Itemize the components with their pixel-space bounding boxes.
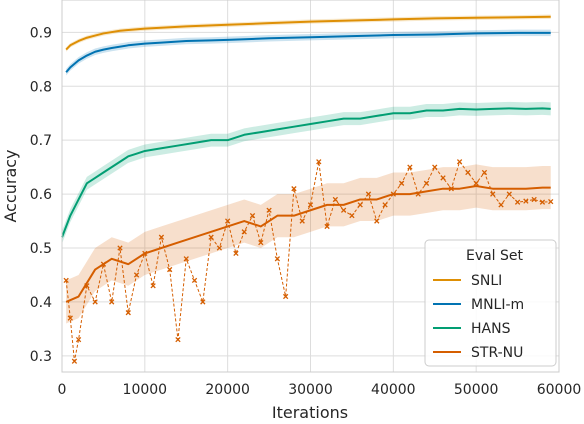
legend-label-snli: SNLI: [471, 273, 502, 289]
str-nu-per-eval-point-marker: [117, 245, 123, 251]
str-nu-per-eval-point-marker: [473, 180, 479, 186]
x-tick-label: 10000: [123, 382, 168, 398]
str-nu-per-eval-point-marker: [100, 261, 107, 267]
str-nu-per-eval-point-marker: [125, 310, 131, 316]
str-nu-per-eval-point-marker: [498, 202, 504, 208]
x-tick-labels: 0 10000 20000 30000 40000 50000 60000: [58, 382, 582, 398]
str-nu-per-eval-point-marker: [440, 175, 446, 181]
str-nu-per-eval-point-marker: [398, 180, 405, 186]
str-nu-per-eval-point-marker: [432, 164, 438, 170]
str-nu-per-eval-point-marker: [490, 191, 496, 197]
str-nu-per-eval-point-marker: [109, 299, 115, 305]
str-nu-per-eval-point-marker: [183, 256, 189, 262]
str-nu-per-eval-point-marker: [258, 239, 264, 246]
str-nu-per-eval-point-marker: [266, 207, 272, 213]
x-tick-label: 40000: [371, 382, 416, 398]
x-tick-label: 20000: [205, 382, 250, 398]
str-nu-per-eval-point-marker: [158, 234, 165, 240]
y-tick-label: 0.9: [30, 25, 52, 41]
str-nu-per-eval-point-marker: [150, 283, 156, 289]
str-nu-per-eval-point-marker: [167, 266, 173, 273]
x-tick-label: 60000: [537, 382, 582, 398]
str-nu-per-eval-point-marker: [92, 299, 98, 305]
str-nu-per-eval-point-marker: [84, 283, 90, 289]
str-nu-per-eval-point-marker: [340, 207, 347, 213]
legend-label-hans: HANS: [471, 321, 511, 337]
str-nu-per-eval-point-marker: [456, 159, 463, 165]
str-nu-per-eval-point-marker: [324, 223, 330, 230]
str-nu-per-eval-point-marker: [282, 293, 289, 300]
str-nu-per-eval-point-marker: [448, 186, 454, 192]
str-nu-per-eval-point-marker: [233, 250, 239, 257]
y-tick-label: 0.4: [30, 295, 52, 311]
y-tick-label: 0.6: [30, 187, 52, 203]
str-nu-per-eval-point-marker: [71, 358, 78, 364]
str-nu-per-eval-point-marker: [506, 191, 512, 197]
snli-line: [65, 15, 551, 51]
x-axis-label: Iterations: [272, 403, 348, 422]
str-nu-per-eval-point-marker: [291, 186, 297, 192]
str-nu-per-eval-point-marker: [208, 234, 214, 240]
series-markers: [63, 159, 554, 364]
str-nu-per-eval-point-marker: [539, 199, 546, 205]
x-tick-label: 30000: [288, 382, 333, 398]
x-tick-label: 0: [58, 382, 67, 398]
str-nu-per-eval-point-marker: [142, 250, 148, 257]
str-nu-per-eval-point-marker: [175, 336, 181, 343]
mnli-m-line: [65, 31, 551, 73]
str-nu-per-eval-point-marker: [191, 277, 198, 284]
str-nu-per-eval-point-marker: [357, 202, 363, 208]
hans-line: [61, 107, 551, 238]
str-nu-per-eval-point-marker: [316, 159, 322, 165]
str-nu-per-eval-point-marker: [548, 198, 554, 205]
str-nu-per-eval-point-marker: [299, 218, 305, 224]
legend-box: [424, 239, 557, 367]
str-nu-per-eval-point-marker: [465, 169, 471, 176]
legend-label-mnli-m: MNLI-m: [471, 297, 524, 313]
y-tick-labels: 0.3 0.4 0.5 0.6 0.7 0.8 0.9: [30, 25, 52, 364]
str-nu-per-eval-point-marker: [133, 272, 140, 278]
str-nu-confidence-band: [66, 164, 551, 324]
y-axis-label: Accuracy: [1, 149, 20, 222]
str-nu-per-eval-point-marker: [415, 191, 421, 197]
str-nu-per-eval-point-marker: [407, 164, 413, 170]
str-nu-per-eval-point-marker: [332, 196, 339, 203]
str-nu-per-eval-point-marker: [374, 218, 380, 224]
plot-frame: [61, 0, 560, 373]
legend-title: Eval Set: [466, 248, 524, 264]
str-nu-per-eval-point-marker: [481, 169, 488, 176]
str-nu-per-eval-point-marker: [241, 229, 247, 235]
str-nu-per-eval-point-marker: [307, 202, 314, 208]
y-tick-label: 0.3: [30, 349, 52, 365]
str-nu-per-eval-point-marker: [274, 256, 281, 262]
x-tick-label: 50000: [454, 382, 499, 398]
str-nu-per-eval-point-marker: [63, 277, 69, 284]
y-tick-label: 0.7: [30, 133, 52, 149]
str-nu-per-eval-point-marker: [349, 212, 355, 219]
str-nu-per-eval-point-marker: [423, 180, 430, 186]
str-nu-per-eval-point-marker: [225, 218, 231, 224]
str-nu-per-eval-point-marker: [382, 202, 388, 208]
legend: Eval Set SNLI MNLI-m HANS STR-NU: [424, 239, 557, 367]
str-nu-per-eval-point-marker: [75, 336, 82, 343]
str-nu-per-eval-point-marker: [67, 315, 73, 321]
str-nu-per-eval-point-marker: [249, 212, 256, 219]
str-nu-per-eval-point-marker: [200, 299, 206, 305]
str-nu-per-eval-point-marker: [390, 191, 396, 197]
str-nu-per-eval-point-marker: [514, 199, 521, 205]
str-nu-per-eval-point-marker: [523, 198, 529, 204]
str-nu-per-eval-point-marker: [216, 245, 223, 251]
str-nu-per-eval-point-marker: [531, 196, 537, 203]
y-tick-label: 0.5: [30, 241, 52, 257]
legend-label-str-nu: STR-NU: [471, 345, 523, 361]
hans-confidence-band: [62, 101, 551, 244]
str-nu-per-eval-point-marker: [365, 191, 372, 197]
y-tick-label: 0.8: [30, 79, 52, 95]
